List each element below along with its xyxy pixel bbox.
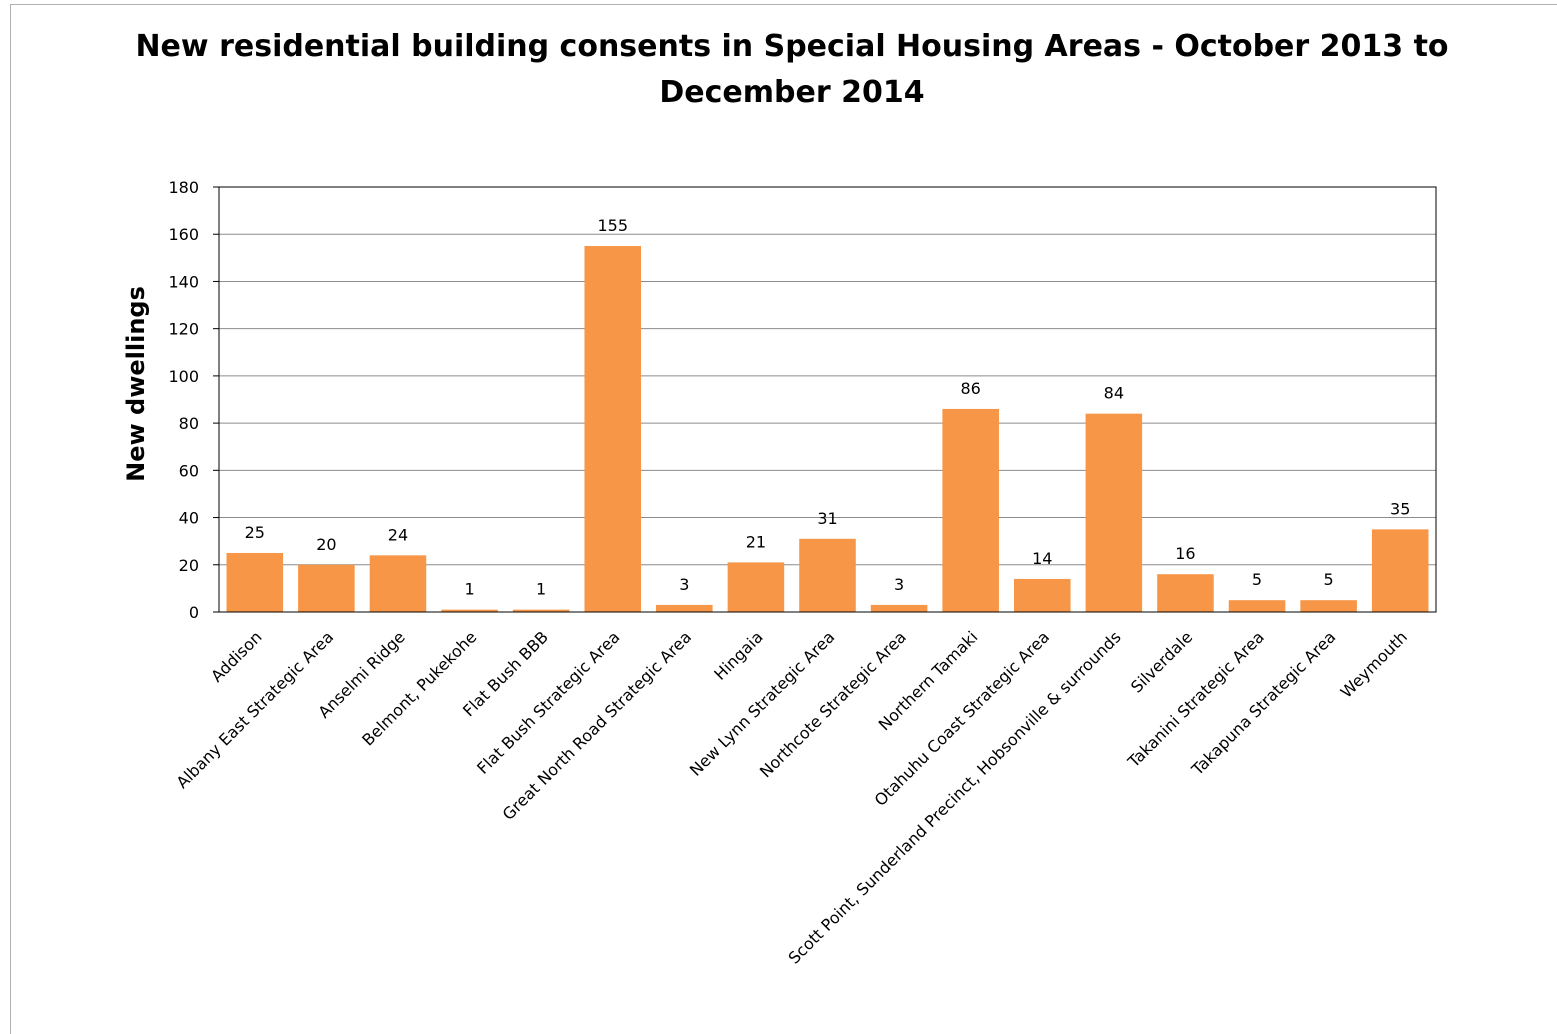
bar-7 [656,604,713,612]
data-label: 35 [1390,499,1410,518]
data-label: 21 [746,532,766,551]
y-tick-label: 40 [179,509,199,528]
y-tick-label: 100 [168,367,199,386]
data-label: 3 [894,575,904,594]
data-label: 25 [245,523,265,542]
y-tick-label: 180 [168,178,199,197]
bar-6 [584,246,642,612]
bar-9 [799,538,856,612]
data-label: 5 [1252,570,1262,589]
bar-5 [512,609,570,612]
bars [226,246,1429,612]
y-tick-label: 0 [189,603,199,622]
bar-10 [870,604,928,612]
x-category-label: Hingaia [710,627,766,683]
bar-16 [1300,600,1357,612]
x-category-label: Scott Point, Sunderland Precinct, Hobson… [784,627,1124,967]
bar-2 [298,564,355,612]
x-category-label: Albany East Strategic Area [173,627,338,792]
bar-14 [1157,574,1214,612]
y-tick-label: 140 [168,272,199,291]
data-labels: 25 20 24 1 1 155 3 21 31 3 86 14 84 16 5 5 35 [245,216,1411,599]
x-category-label: Takanini Strategic Area [1123,627,1267,771]
y-tick-label: 20 [179,556,199,575]
data-label: 86 [960,379,980,398]
y-axis-title: New dwellings [122,286,150,482]
x-category-label: Flat Bush Strategic Area [473,627,623,777]
y-tick-label: 80 [179,414,199,433]
gridlines [219,233,1436,566]
bar-3 [369,555,427,612]
data-label: 3 [679,575,689,594]
data-label: 84 [1104,384,1124,403]
data-label: 5 [1324,570,1334,589]
y-tick-label: 60 [179,461,199,480]
bar-15 [1228,600,1286,612]
data-label: 20 [316,535,336,554]
bar-1 [226,552,284,612]
y-axis-ticks: 0 20 40 60 80 100 120 140 160 180 [168,178,219,622]
data-label: 155 [597,216,628,235]
x-category-label: Northcote Strategic Area [756,627,910,781]
data-label: 16 [1175,544,1195,563]
bar-8 [727,562,785,612]
y-tick-label: 120 [168,320,199,339]
x-category-label: Addison [207,627,265,685]
x-category-label: Takapuna Strategic Area [1187,627,1339,779]
chart-frame [10,4,1557,1034]
data-label: 14 [1032,549,1052,568]
bar-13 [1085,413,1143,612]
x-category-label: Weymouth [1337,627,1411,701]
bar-12 [1013,578,1071,612]
x-category-label: Silverdale [1127,627,1196,696]
bar-17 [1371,529,1429,612]
data-label: 24 [388,525,408,544]
x-category-label: New Lynn Strategic Area [686,627,838,779]
bar-4 [441,609,498,612]
chart-title: New residential building consents in Spe… [135,29,1449,110]
data-label: 31 [817,509,837,528]
plot-area-border [218,186,1437,613]
y-tick-label: 160 [168,225,199,244]
bar-11 [942,408,999,612]
data-label: 1 [464,580,474,599]
data-label: 1 [536,580,546,599]
